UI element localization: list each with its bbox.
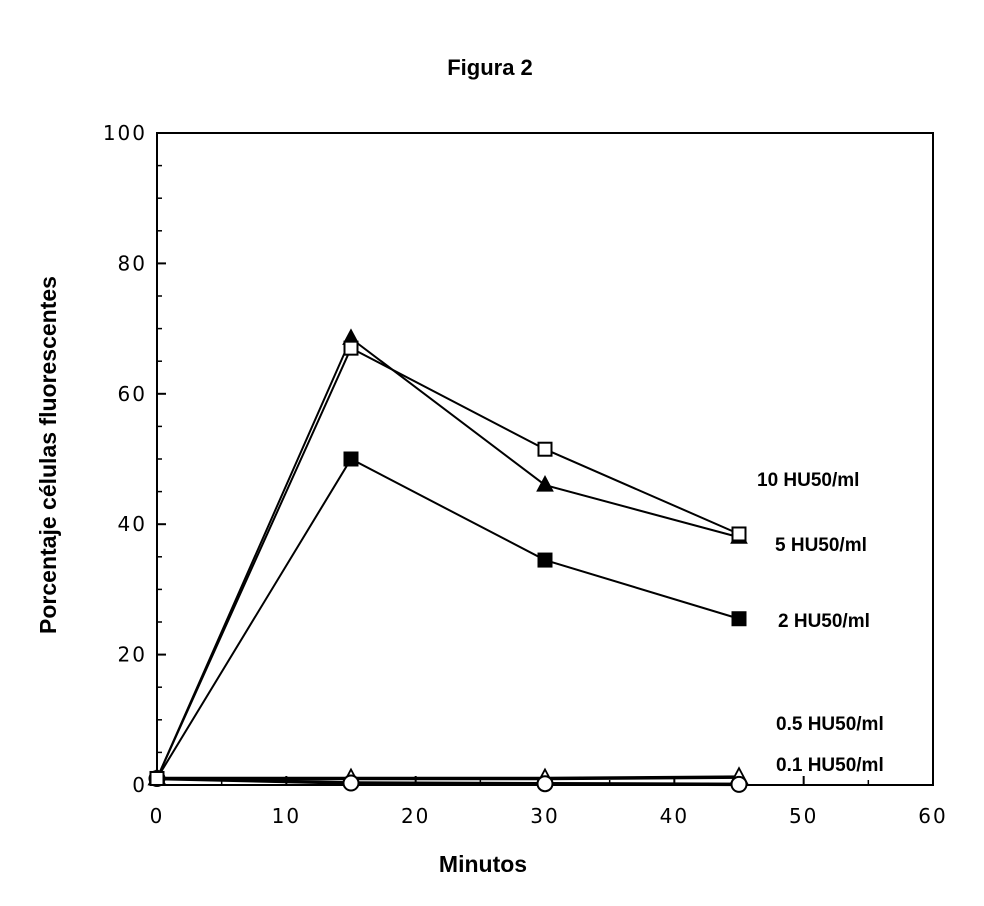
x-tick-label: 30 xyxy=(530,804,559,828)
open-square-point xyxy=(537,441,553,457)
series-label: 10 HU50/ml xyxy=(757,470,859,491)
series-lines xyxy=(156,336,740,787)
series-line xyxy=(157,775,740,781)
series-label: 0.5 HU50/ml xyxy=(776,714,884,735)
x-tick-label: 60 xyxy=(918,804,947,828)
filled-triangle-point xyxy=(536,475,554,492)
y-tick-label: 20 xyxy=(118,643,147,667)
y-tick-label: 100 xyxy=(103,121,147,145)
open-square-point xyxy=(343,340,359,356)
filled-square-point xyxy=(537,552,553,568)
open-square-point xyxy=(149,770,165,786)
open-square-point xyxy=(731,526,747,542)
series-labels: 10 HU50/ml 5 HU50/ml 2 HU50/ml 0.5 HU50/ml 0… xyxy=(757,470,884,776)
y-tick-label: 60 xyxy=(118,382,147,406)
series-markers xyxy=(147,328,749,793)
series-line xyxy=(156,346,740,779)
x-tick-label: 40 xyxy=(660,804,689,828)
series-line xyxy=(156,776,740,787)
open-circle-point xyxy=(536,775,554,793)
filled-square-point xyxy=(731,611,747,627)
y-axis: 0 20 40 60 80 100 xyxy=(103,121,166,797)
x-axis-label: Minutos xyxy=(439,851,527,877)
filled-square-point xyxy=(343,451,359,467)
open-circle-point xyxy=(730,775,748,793)
y-tick-label: 40 xyxy=(118,512,147,536)
x-tick-label: 10 xyxy=(272,804,301,828)
chart-title: Figura 2 xyxy=(447,55,533,80)
x-tick-label: 20 xyxy=(401,804,430,828)
y-tick-label: 80 xyxy=(118,251,147,275)
y-axis-label: Porcentaje células fluorescentes xyxy=(35,276,61,634)
x-tick-label: 0 xyxy=(150,804,165,828)
y-tick-label: 0 xyxy=(132,773,147,797)
series-label: 5 HU50/ml xyxy=(775,535,867,556)
x-tick-label: 50 xyxy=(789,804,818,828)
open-circle-point xyxy=(342,774,360,792)
series-line xyxy=(156,457,740,779)
plot-border xyxy=(156,132,934,786)
plot-area xyxy=(156,132,934,786)
series-line xyxy=(156,336,740,779)
series-label: 0.1 HU50/ml xyxy=(776,755,884,776)
series-label: 2 HU50/ml xyxy=(778,611,870,632)
